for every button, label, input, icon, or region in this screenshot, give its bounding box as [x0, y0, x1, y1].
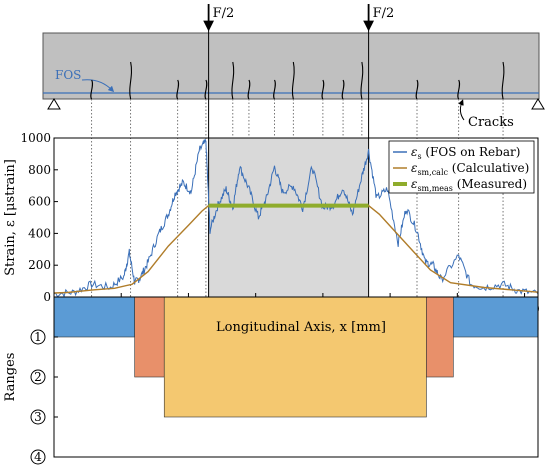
fos-pointer: [81, 79, 115, 93]
y-tick-label-200: 200: [28, 258, 51, 272]
crack-2: [129, 61, 133, 100]
crack-6: [247, 79, 251, 100]
range-tick-label-1: 1: [34, 330, 42, 344]
y-axis-label: Strain, ε [μstrain]: [3, 159, 18, 276]
range-circle-4: [30, 449, 46, 465]
y-tick-label-400: 400: [28, 226, 51, 240]
range-bar-4: [426, 296, 454, 378]
shaded-region: [208, 138, 369, 297]
y-tick-label-800: 800: [28, 163, 51, 177]
series-fos-line: [53, 139, 539, 298]
range-bars: [53, 296, 539, 418]
ranges-panel: 1 2 3 4 Longitudinal Axis, x [mm] Ranges: [3, 296, 539, 465]
crack-4: [204, 79, 208, 100]
load-label-2: F/2: [373, 6, 395, 21]
cracks: [90, 61, 505, 100]
range-tick-label-2: 2: [34, 370, 42, 384]
legend-label-1: εs (FOS on Rebar): [411, 145, 520, 161]
loads: F/2 F/2: [203, 4, 395, 32]
range-circle-3: [30, 409, 46, 425]
range-bar-2: [134, 296, 165, 378]
crack-8: [291, 61, 295, 100]
cracks-pointer: [458, 99, 465, 121]
legend-label-2: εsm,calc (Calculative): [411, 161, 529, 177]
crack-10: [341, 79, 345, 100]
legend: εs (FOS on Rebar)εsm,calc (Calculative)ε…: [388, 140, 535, 194]
beam-schematic: FOS F/2 F/2 Cracks: [42, 4, 545, 130]
fos-label: FOS: [55, 68, 81, 82]
range-bar-3: [163, 296, 427, 418]
y-tick-label-0: 0: [43, 290, 51, 304]
cracks-label: Cracks: [468, 115, 514, 130]
crack-11: [360, 61, 364, 100]
range-tick-label-4: 4: [34, 450, 42, 464]
y-axis-ticks: 0 200 400 600 800 1000: [20, 131, 58, 304]
crack-7: [273, 79, 276, 100]
beam-body: [42, 32, 540, 100]
range-tick-label-3: 3: [34, 410, 42, 424]
supports: [47, 98, 545, 110]
ranges-label: Ranges: [3, 353, 18, 402]
range-bar-5: [452, 296, 539, 338]
range-circle-1: [30, 329, 46, 345]
y-tick-label-600: 600: [28, 195, 51, 209]
series-calc-line: [53, 204, 539, 294]
range-bar-1: [53, 296, 135, 338]
crack-13: [457, 79, 461, 100]
support-left: [47, 98, 61, 110]
range-ticks: 1 2 3 4: [30, 329, 58, 465]
range-circle-2: [30, 369, 46, 385]
load-label-1: F/2: [213, 6, 235, 21]
legend-label-3: εsm,meas (Measured): [411, 177, 527, 193]
legend-box: [388, 140, 535, 194]
calc-series: [53, 204, 539, 294]
fos-series: [53, 139, 539, 298]
crack-3: [176, 79, 180, 100]
x-axis-label: Longitudinal Axis, x [mm]: [216, 320, 386, 335]
load-lines: [208, 26, 370, 297]
crack-14: [501, 61, 505, 100]
support-right: [531, 98, 545, 110]
crack-1: [90, 79, 94, 100]
y-tick-label-1000: 1000: [20, 131, 51, 145]
crack-12: [415, 79, 419, 100]
crack-5: [231, 61, 235, 100]
crack-9: [321, 79, 325, 100]
